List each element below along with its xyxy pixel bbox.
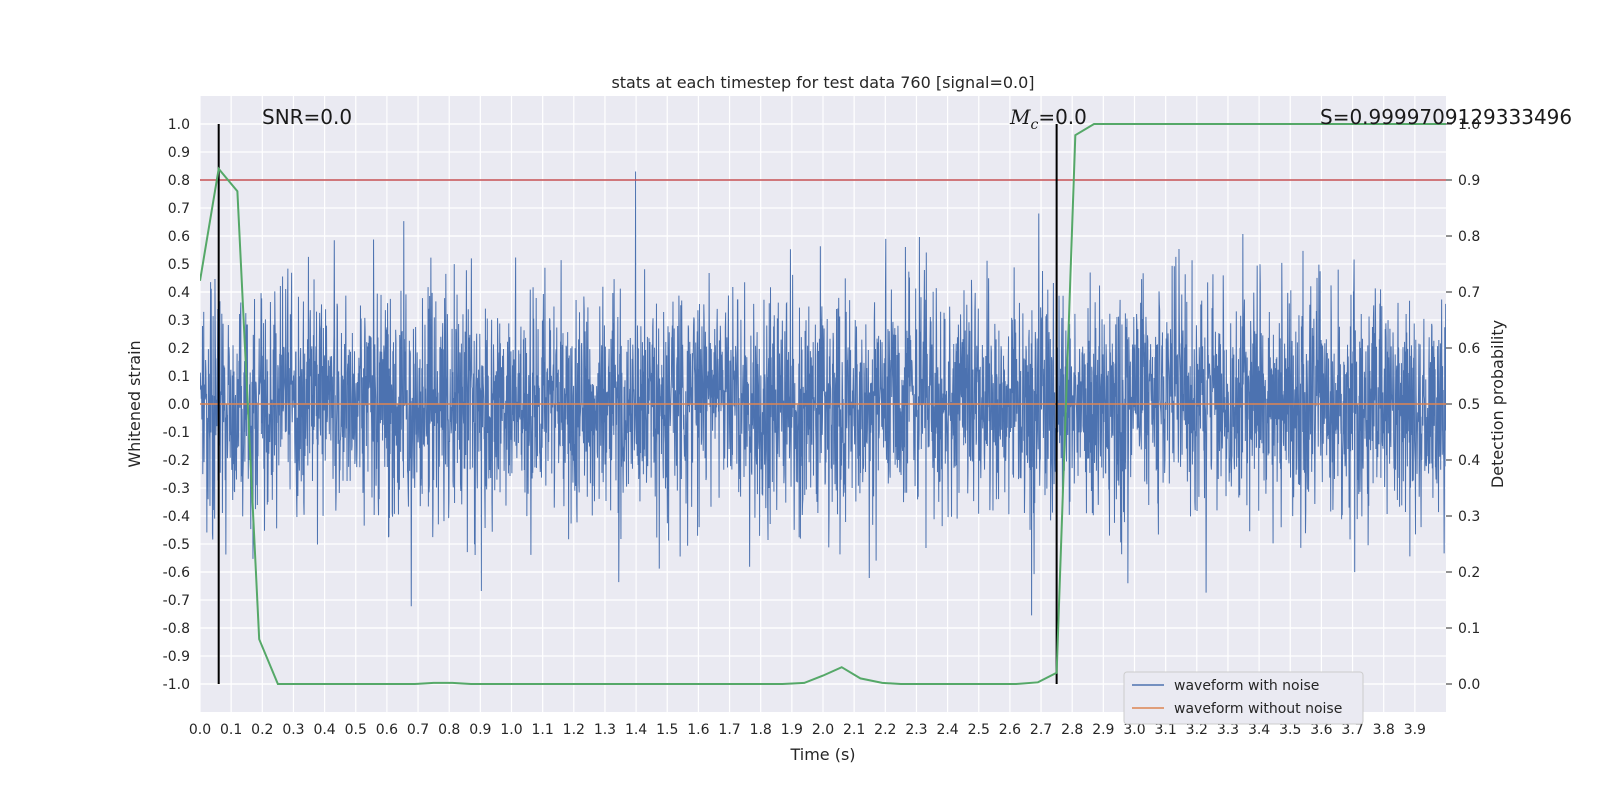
x-tick-label: 2.1 [843,722,865,738]
x-tick-label: 3.3 [1217,722,1239,738]
x-tick-label: 2.6 [999,722,1021,738]
x-tick-label: 1.2 [563,722,585,738]
y2-tick-label: 0.9 [1458,173,1480,189]
x-tick-label: 1.6 [687,722,709,738]
y2-axis-ticks: 1.0 0.9 0.8 0.7 0.6 0.5 0.4 0.3 0.2 0.1 0.0 [1446,117,1480,693]
y-tick-label: 0.7 [168,201,190,217]
y2-tick-label: 0.5 [1458,397,1480,413]
annotation-s: S=0.9999709129333496 [1320,105,1572,129]
x-tick-label: 0.1 [220,722,242,738]
y-tick-label: 0.5 [168,257,190,273]
y-tick-label: -0.8 [163,621,190,637]
x-tick-label: 1.9 [781,722,803,738]
y-axis-ticks: 1.0 0.9 0.8 0.7 0.6 0.5 0.4 0.3 0.2 0.1 0.0 -0.1 -0.… [163,117,190,693]
series-detection-probability [200,123,1446,685]
x-tick-label: 2.9 [1092,722,1114,738]
y-tick-label: 0.2 [168,341,190,357]
y-tick-label: -0.5 [163,537,190,553]
y-tick-label: -0.7 [163,593,190,609]
annotation-mc-sub: c [1030,117,1038,133]
legend: waveform with noise waveform without noi… [1123,671,1364,725]
x-tick-label: 3.8 [1373,722,1395,738]
x-tick-label: 3.1 [1155,722,1177,738]
x-tick-label: 0.8 [438,722,460,738]
x-axis-label: Time (s) [789,745,855,764]
y-tick-label: 0.1 [168,369,190,385]
x-tick-label: 1.1 [532,722,554,738]
y-tick-label: -1.0 [163,677,190,693]
x-tick-label: 2.7 [1030,722,1052,738]
x-tick-label: 1.7 [718,722,740,738]
x-tick-label: 3.2 [1186,722,1208,738]
x-tick-label: 1.3 [594,722,616,738]
y2-tick-label: 0.4 [1458,453,1480,469]
legend-label-clean: waveform without noise [1174,701,1342,717]
x-tick-label: 2.8 [1061,722,1083,738]
y-tick-label: -0.2 [163,453,190,469]
x-tick-label: 3.5 [1279,722,1301,738]
y-tick-label: -0.3 [163,481,190,497]
x-tick-label: 0.5 [345,722,367,738]
x-tick-label: 3.4 [1248,722,1270,738]
y-tick-label: -0.1 [163,425,190,441]
x-tick-label: 1.0 [500,722,522,738]
x-tick-label: 1.5 [656,722,678,738]
chart-title: stats at each timestep for test data 760… [611,73,1034,92]
x-tick-label: 0.9 [469,722,491,738]
y-tick-label: 1.0 [168,117,190,133]
x-tick-label: 2.2 [874,722,896,738]
x-tick-label: 2.5 [968,722,990,738]
x-tick-label: 0.2 [251,722,273,738]
x-axis-ticks: 0.0 0.1 0.2 0.3 0.4 0.5 0.6 0.7 0.8 0.9 1.0 1.1 1.2 1… [189,722,1426,738]
y-tick-label: 0.9 [168,145,190,161]
legend-label-noise: waveform with noise [1174,678,1319,694]
x-tick-label: 0.0 [189,722,211,738]
y-tick-label: -0.9 [163,649,190,665]
y2-tick-label: 0.8 [1458,229,1480,245]
y-axis-label: Whitened strain [125,340,144,467]
x-tick-label: 2.4 [936,722,958,738]
annotation-mc-symbol: M [1009,105,1031,129]
x-tick-label: 3.6 [1310,722,1332,738]
y-tick-label: 0.3 [168,313,190,329]
y2-axis-label: Detection probability [1488,320,1507,488]
y-tick-label: -0.4 [163,509,190,525]
x-tick-label: 0.3 [282,722,304,738]
annotation-mc-value: =0.0 [1038,105,1087,129]
x-tick-label: 2.0 [812,722,834,738]
y-tick-label: -0.6 [163,565,190,581]
y2-tick-label: 0.1 [1458,621,1480,637]
x-tick-label: 0.7 [407,722,429,738]
annotation-mc: Mc=0.0 [1009,105,1087,133]
series-waveform-with-noise [200,171,1446,616]
y-tick-label: 0.6 [168,229,190,245]
x-tick-label: 3.9 [1404,722,1426,738]
y2-tick-label: 0.2 [1458,565,1480,581]
y-tick-label: 0.8 [168,173,190,189]
x-tick-label: 0.4 [313,722,335,738]
x-tick-label: 2.3 [905,722,927,738]
x-tick-label: 0.6 [376,722,398,738]
x-tick-label: 1.4 [625,722,647,738]
y2-tick-label: 0.7 [1458,285,1480,301]
x-tick-label: 3.0 [1123,722,1145,738]
annotation-snr: SNR=0.0 [262,105,352,129]
x-tick-label: 1.8 [750,722,772,738]
x-tick-label: 3.7 [1341,722,1363,738]
y-tick-label: 0.4 [168,285,190,301]
y2-tick-label: 1.0 [1458,117,1480,133]
y2-tick-label: 0.6 [1458,341,1480,357]
legend-box [1123,671,1364,725]
y2-tick-label: 0.3 [1458,509,1480,525]
y2-tick-label: 0.0 [1458,677,1480,693]
y-tick-label: 0.0 [168,397,190,413]
